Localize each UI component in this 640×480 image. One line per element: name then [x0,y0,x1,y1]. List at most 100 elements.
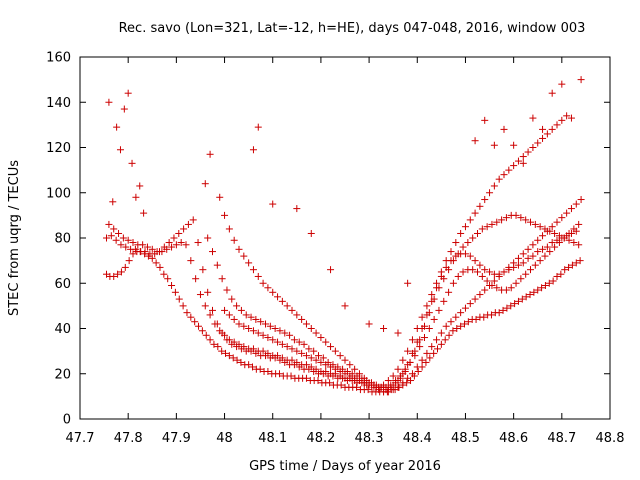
data-point [546,248,554,256]
data-point [433,279,441,287]
data-point [488,220,496,228]
data-point [213,261,221,269]
data-point [426,354,434,362]
data-point [461,250,469,258]
data-point [561,266,569,274]
data-point [365,320,373,328]
data-point [511,300,519,308]
data-point [288,306,296,314]
data-point [187,313,195,321]
data-point [483,223,491,231]
data-point [152,259,160,267]
data-point [422,358,430,366]
data-point [249,345,257,353]
data-point [351,365,359,373]
data-point [457,322,465,330]
data-point [495,309,503,317]
data-point [567,229,575,237]
data-point [121,263,129,271]
data-point [355,370,363,378]
data-point [534,139,542,147]
data-point [486,189,494,197]
data-point [558,80,566,88]
data-point [389,372,397,380]
data-point [209,248,216,256]
data-point [307,354,315,362]
y-tick-label: 120 [46,141,71,156]
y-tick-label: 20 [54,367,71,382]
data-point [481,286,489,294]
data-point [576,257,584,265]
data-point [519,250,527,258]
data-point [240,252,248,260]
data-point [191,318,199,326]
data-point [495,175,503,183]
data-point [360,379,368,387]
data-point [233,302,241,310]
data-point [524,148,532,156]
data-point [109,198,117,206]
data-point [500,268,508,276]
data-point [245,259,253,267]
data-point [122,243,130,251]
x-axis-ticks: 47.7 47.8 47.9 48 48.1 48.2 48.3 48.4 48.5 48.6 48… [66,57,624,446]
data-point [177,239,185,247]
data-point [117,268,125,276]
data-point [447,248,455,256]
data-point [221,306,229,314]
data-point [128,159,136,167]
data-point [553,236,561,244]
data-point [322,338,330,346]
data-point [490,141,498,149]
data-point [228,295,236,303]
data-point [539,245,547,253]
data-point [302,352,310,360]
data-point [307,325,315,332]
data-point [129,250,137,258]
data-point [545,279,553,287]
data-point [225,336,233,344]
data-point [434,345,442,353]
data-point [519,153,527,161]
data-point [269,336,277,344]
y-tick-label: 60 [54,277,71,292]
data-point [416,343,424,351]
data-point [474,229,481,237]
data-point [131,245,139,253]
data-point [503,304,511,312]
data-point [543,130,551,138]
data-point [428,291,436,299]
data-point [278,297,286,305]
data-point [278,354,286,362]
data-point [254,329,262,337]
data-point [483,277,491,285]
data-point [202,331,210,339]
data-point [518,295,526,303]
data-point [560,234,568,242]
data-point [394,383,402,391]
data-point [225,352,233,360]
x-tick-label: 48.6 [499,431,528,446]
data-point [480,313,488,321]
data-point [575,220,583,228]
data-point [536,257,544,265]
data-point [460,320,468,328]
data-point [423,302,431,310]
data-point [416,336,424,344]
data-point [125,257,133,265]
y-tick-label: 140 [46,96,71,111]
data-point [230,236,238,244]
data-point [175,229,183,237]
data-point [346,361,354,369]
data-point [499,306,507,314]
data-point [235,340,243,348]
data-point [370,383,378,391]
data-point [302,320,310,328]
data-point [113,123,121,131]
data-point [493,284,501,292]
data-point [341,356,349,364]
data-point [476,291,484,299]
data-point [567,205,575,213]
data-point [264,334,272,342]
data-point [172,241,180,249]
